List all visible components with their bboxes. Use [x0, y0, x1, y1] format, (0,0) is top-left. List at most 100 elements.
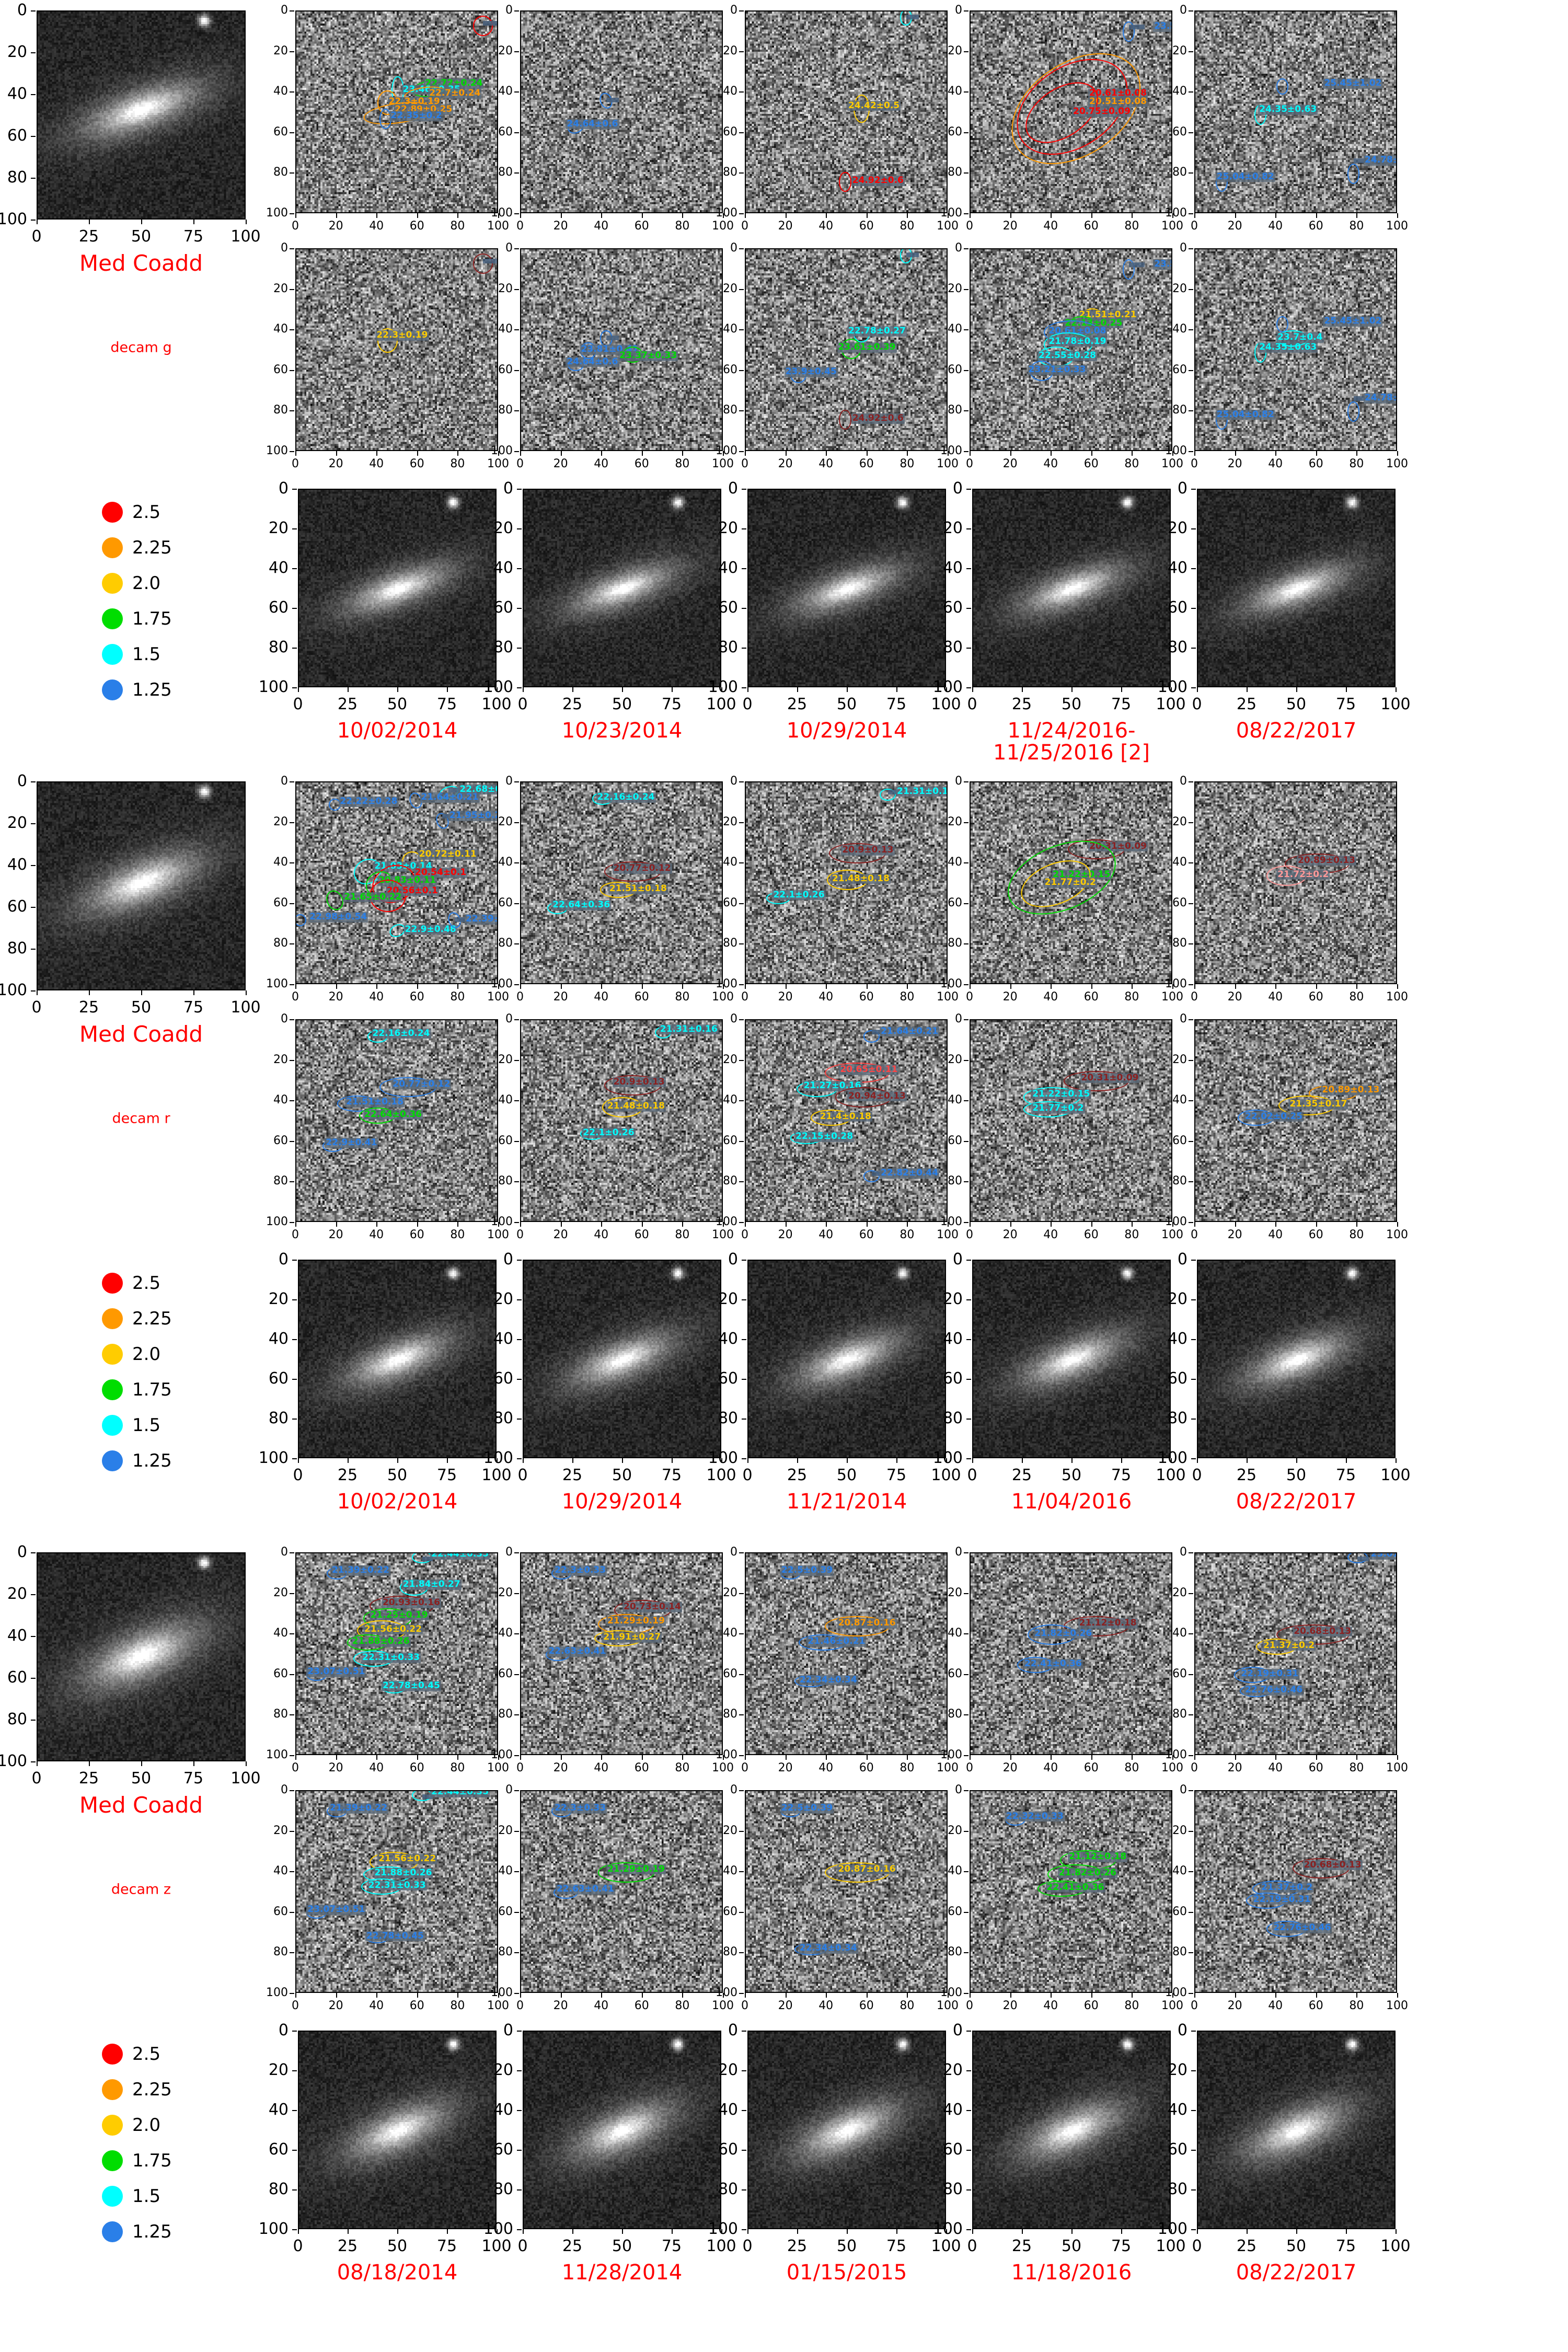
x-tick	[1397, 1993, 1398, 1998]
x-tick	[1132, 451, 1133, 456]
y-tick-label: 60	[7, 897, 27, 916]
y-tick	[1191, 2110, 1196, 2111]
y-tick-label: 100	[266, 206, 288, 220]
x-tick-label: 80	[1349, 1761, 1364, 1774]
image-frame: 20.89±0.13 21.35±0.17 22.02±0.25	[1194, 1019, 1397, 1222]
x-tick	[797, 1458, 798, 1463]
x-tick-label: 80	[1124, 990, 1139, 1004]
x-tick	[866, 1755, 868, 1760]
x-tick	[797, 2229, 798, 2234]
x-tick	[907, 213, 908, 218]
x-tick-label: 20	[778, 1999, 793, 2012]
detection-magnitude-label: 23.07±0.51	[306, 1666, 366, 1677]
x-tick	[376, 1222, 378, 1227]
x-tick	[1296, 1458, 1297, 1463]
y-tick-label: 20	[723, 44, 737, 57]
y-tick-label: 40	[7, 1627, 27, 1645]
legend-value-label: 1.75	[132, 2150, 172, 2171]
y-tick-label: 100	[266, 1748, 288, 1761]
diff-panel-b0-r1-c0: 21.39±0.1222.3±0.19 0 20 40 60 80 100 0 20 40 60 80…	[266, 243, 509, 470]
y-tick-label: 60	[273, 1905, 288, 1918]
y-tick-label: 60	[1167, 1369, 1187, 1388]
legend-value-label: 1.5	[132, 2186, 161, 2207]
detection-magnitude-label: 22.16±0.24	[596, 792, 656, 803]
image-frame	[1197, 2031, 1396, 2229]
y-tick	[514, 1790, 519, 1791]
image-canvas	[971, 1020, 1171, 1221]
y-tick-label: 20	[723, 1586, 737, 1599]
x-tick-label: 100	[230, 1769, 261, 1788]
x-tick	[1316, 1993, 1317, 1998]
y-tick-label: 100	[258, 678, 289, 696]
y-tick-label: 100	[716, 444, 737, 457]
image-frame	[972, 489, 1171, 687]
y-tick	[964, 1952, 969, 1954]
x-tick-label: 75	[1111, 2237, 1132, 2255]
image-frame: 21.31±0.16 20.9±0.13 21.48±0.18 22.1±0.26	[745, 781, 948, 984]
y-tick-label: 100	[266, 444, 288, 457]
y-tick	[1189, 822, 1193, 823]
detection-magnitude-label: 20.89±0.13	[1297, 855, 1356, 866]
y-tick	[1189, 943, 1193, 945]
x-tick-label: 0	[1191, 1228, 1198, 1241]
y-tick	[1189, 1993, 1193, 1994]
x-tick	[641, 1222, 643, 1227]
detection-magnitude-label: 21.51±0.18	[608, 883, 668, 894]
x-tick	[498, 1755, 499, 1760]
y-tick	[1189, 1633, 1193, 1635]
detection-magnitude-label: 21.88±0.26	[351, 1636, 411, 1647]
detection-magnitude-label: 21.91±0.27	[602, 1632, 662, 1643]
legend-color-dot	[102, 2044, 123, 2065]
y-tick	[1191, 1339, 1196, 1340]
y-tick	[514, 1140, 519, 1142]
y-tick-label: 60	[948, 1905, 962, 1918]
x-tick-label: 20	[1227, 1761, 1242, 1774]
x-tick	[826, 1755, 827, 1760]
x-tick	[1356, 1755, 1358, 1760]
x-tick-label: 20	[1002, 457, 1018, 470]
x-tick	[298, 687, 299, 692]
direct-panel-b0-c1: 0 25 50 75 100 0 20 40 60 80 100	[483, 481, 736, 712]
y-tick-label: 0	[281, 1783, 288, 1796]
legend-item: 1.5	[102, 2186, 160, 2207]
y-tick-label: 80	[1172, 1708, 1187, 1721]
x-tick	[1296, 687, 1297, 692]
y-tick	[739, 1755, 744, 1756]
y-tick	[964, 1830, 969, 1832]
y-tick	[964, 172, 969, 174]
image-frame	[747, 489, 946, 687]
x-tick-label: 0	[741, 990, 748, 1004]
x-tick	[946, 2229, 947, 2234]
x-tick-label: 0	[1192, 1466, 1202, 1484]
detection-magnitude-label: 21.29±0.19	[606, 1616, 666, 1627]
y-tick-label: 100	[491, 206, 513, 220]
image-frame	[37, 10, 246, 220]
x-tick-label: 100	[706, 1466, 736, 1484]
x-tick	[721, 1458, 722, 1463]
y-tick-label: 100	[940, 977, 962, 990]
y-tick-label: 40	[723, 856, 737, 869]
y-tick-label: 100	[708, 2220, 738, 2238]
x-tick	[907, 984, 908, 989]
detection-magnitude-label: 22.98±0.54	[308, 912, 368, 923]
x-tick-label: 60	[634, 220, 649, 233]
y-tick	[739, 1993, 744, 1994]
y-tick	[1191, 568, 1196, 569]
legend-value-label: 1.25	[132, 679, 172, 700]
y-tick-label: 100	[716, 1986, 737, 1999]
y-tick	[290, 1140, 294, 1142]
y-tick-label: 80	[723, 1174, 737, 1188]
diff-panel-b0-r0-c2: 23.06±0.3624.42±0.524.92±0.6020406080100…	[716, 5, 959, 232]
y-tick	[964, 1993, 969, 1994]
y-tick	[964, 10, 969, 11]
diff-panel-b0-r0-c3: 23.53±0.29 20.61±0.0820.51±0.0820.75±0.09…	[940, 5, 1183, 232]
detection-magnitude-label: 21.12±0.18	[1068, 1851, 1128, 1862]
y-tick	[292, 1339, 297, 1340]
y-tick-label: 40	[723, 1864, 737, 1878]
y-tick-label: 40	[273, 322, 288, 336]
y-tick	[742, 2031, 746, 2032]
x-tick	[826, 1993, 827, 1998]
diff-panel-b2-r1-c0: 21.39±0.22 22.44±0.35 21.56±0.22 21.88±0.26…	[266, 1784, 509, 2012]
image-frame: 22.16±0.24 20.77±0.12 21.51±0.18 22.64±0.36…	[295, 1019, 498, 1222]
x-tick-label: 20	[553, 990, 568, 1004]
